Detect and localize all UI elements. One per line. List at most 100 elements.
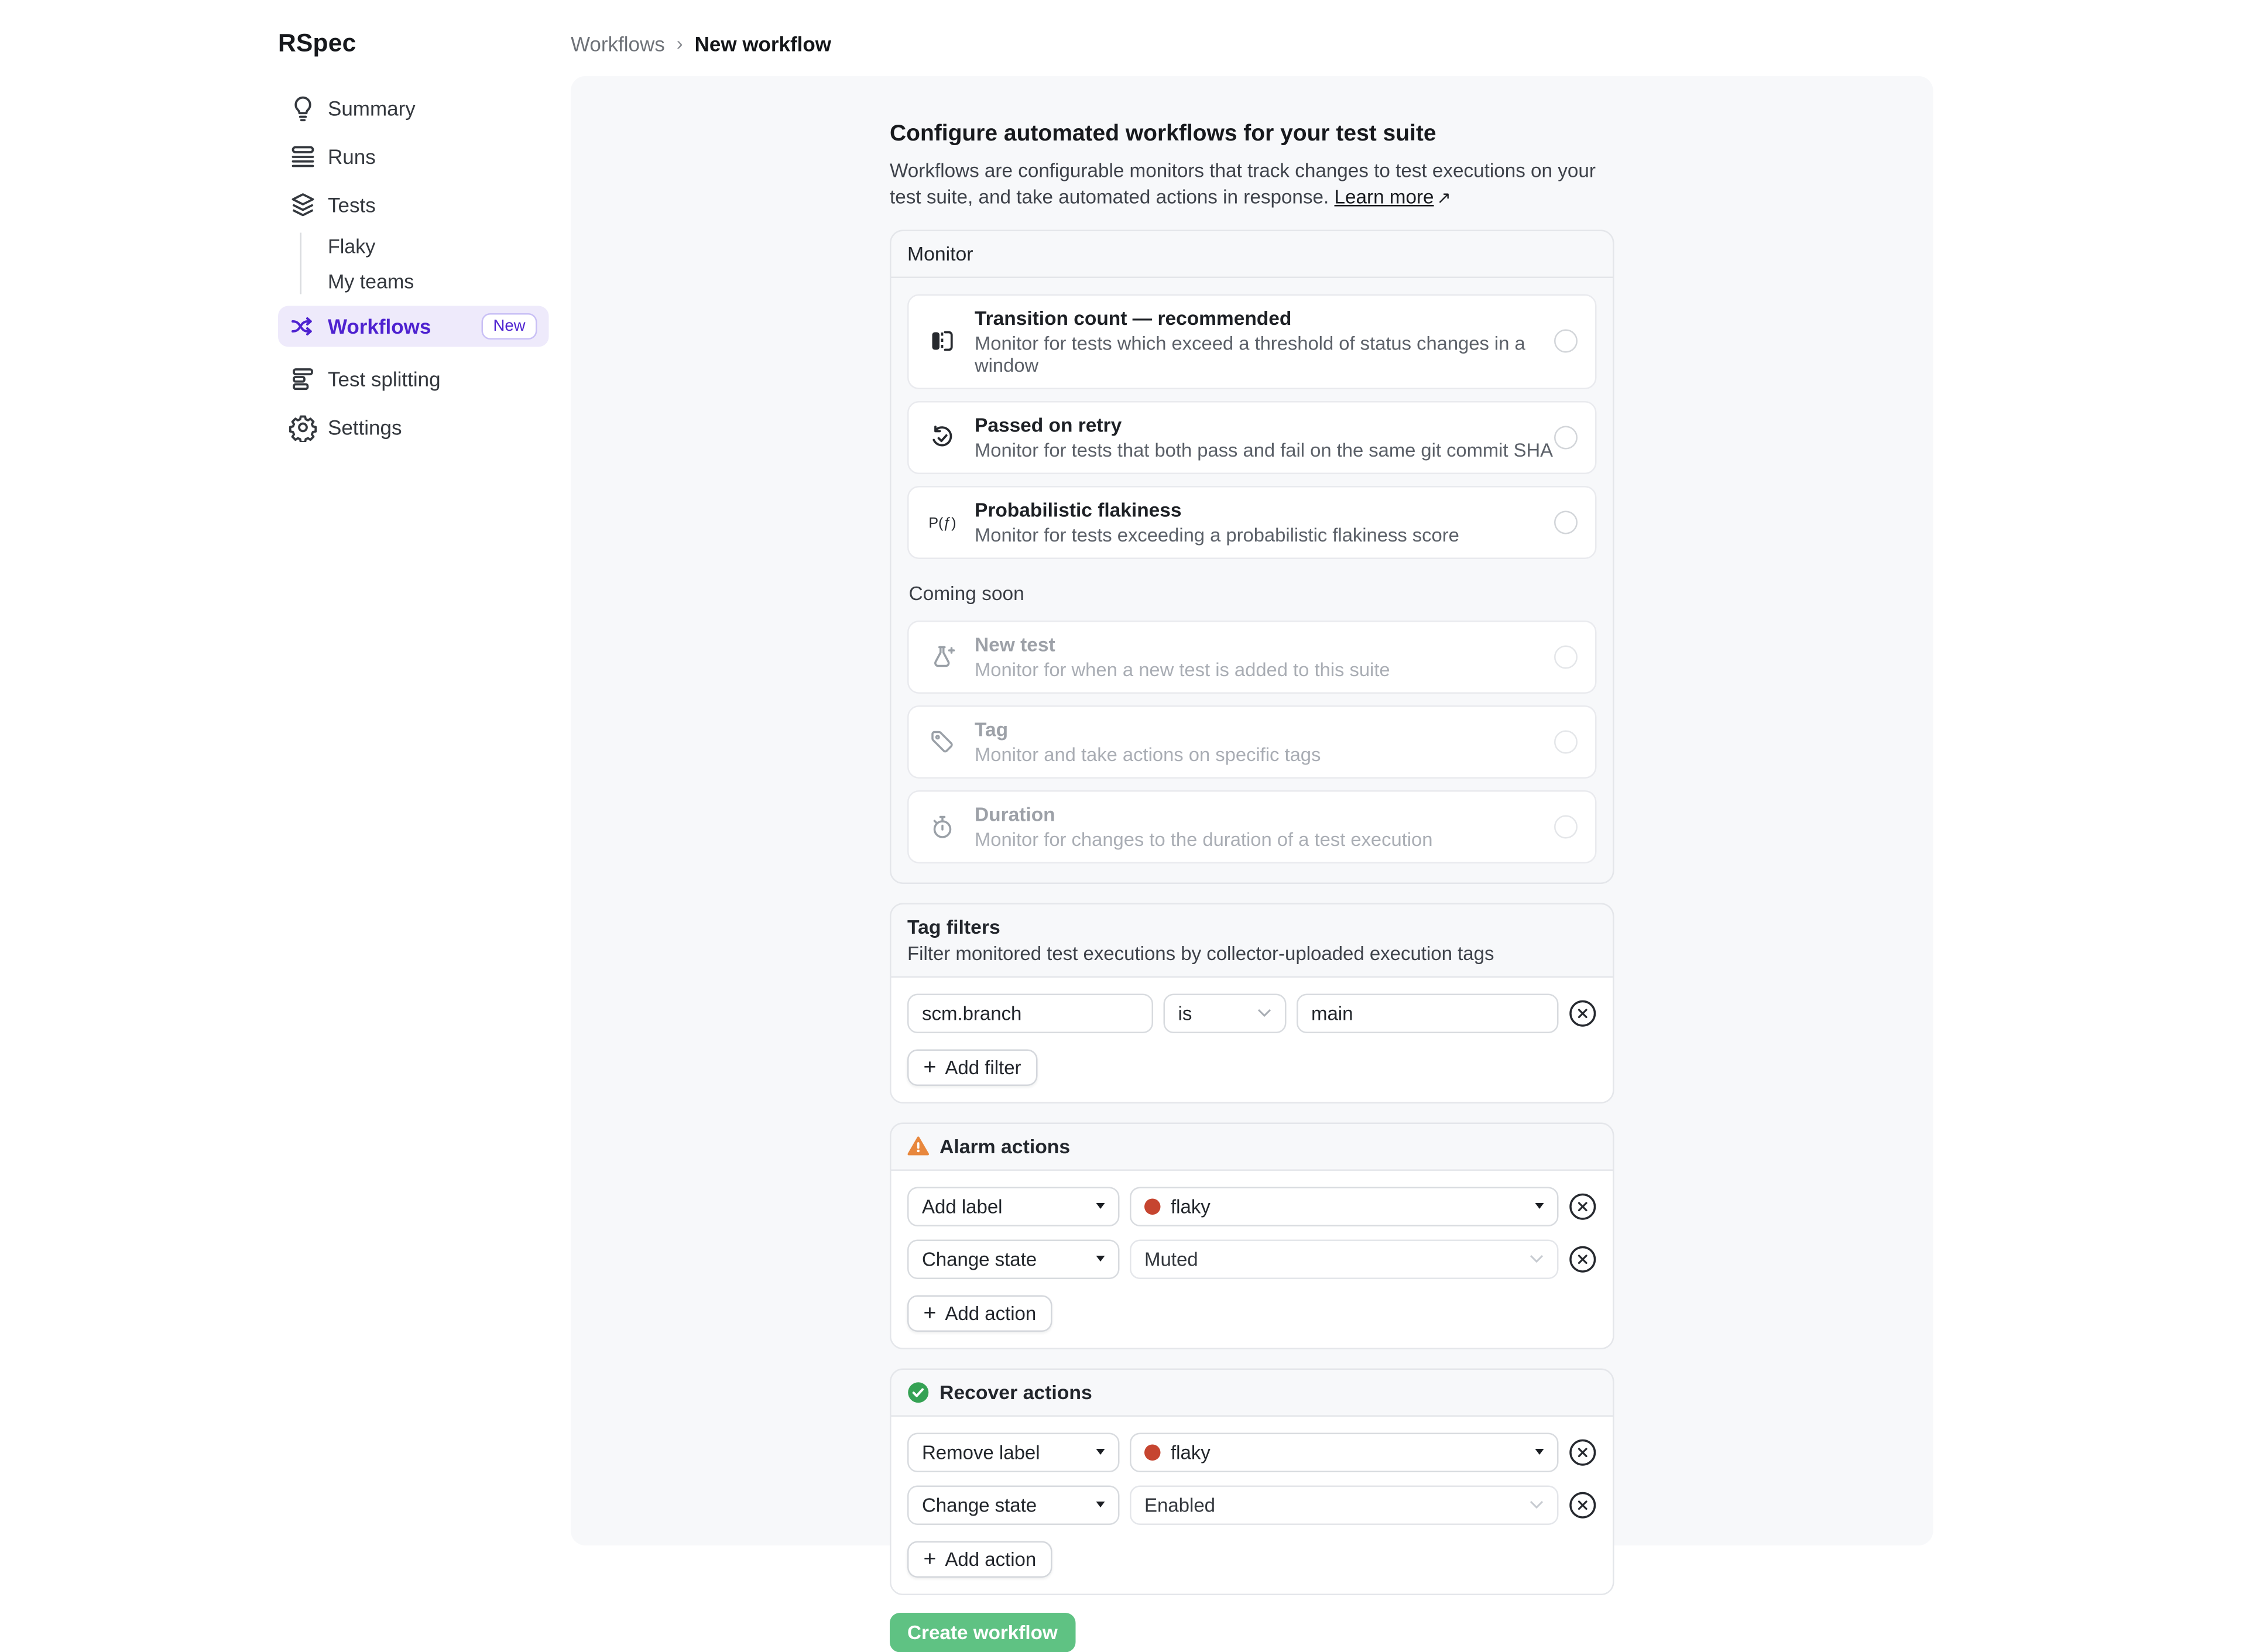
sidebar-item-settings[interactable]: Settings xyxy=(278,403,549,451)
action-type-value: Change state xyxy=(922,1248,1037,1270)
subnav-rail xyxy=(300,232,301,294)
duration-radio xyxy=(1554,815,1578,839)
recover-actions-section: Recover actions Remove label flaky xyxy=(890,1368,1614,1595)
breadcrumb: Workflows › New workflow xyxy=(571,31,1933,56)
learn-more-link[interactable]: Learn more xyxy=(1334,185,1434,208)
add-recover-action-button[interactable]: + Add action xyxy=(907,1541,1052,1578)
new-test-radio xyxy=(1554,645,1578,669)
remove-action-button[interactable] xyxy=(1569,1491,1597,1519)
recover-action-row: Change state Enabled xyxy=(907,1485,1597,1525)
monitor-option-transition-count[interactable]: Transition count — recommended Monitor f… xyxy=(907,294,1597,389)
monitor-option-title: Probabilistic flakiness xyxy=(975,499,1182,521)
remove-action-button[interactable] xyxy=(1569,1245,1597,1273)
transition-count-icon xyxy=(927,327,959,357)
probabilistic-flakiness-radio[interactable] xyxy=(1554,510,1578,534)
recover-state-select: Enabled xyxy=(1130,1485,1559,1525)
add-action-label: Add action xyxy=(945,1302,1037,1325)
sidebar-item-label: Workflows xyxy=(328,314,431,338)
filter-operator-select[interactable]: is xyxy=(1163,993,1287,1033)
lightbulb-icon xyxy=(289,93,318,122)
alarm-action-type-select[interactable]: Change state xyxy=(907,1239,1120,1279)
add-alarm-action-button[interactable]: + Add action xyxy=(907,1295,1052,1332)
monitor-option-description: Monitor for changes to the duration of a… xyxy=(975,828,1433,851)
monitor-option-description: Monitor for tests that both pass and fai… xyxy=(975,438,1553,461)
recover-action-row: Remove label flaky xyxy=(907,1432,1597,1472)
sidebar-item-workflows[interactable]: Workflows New xyxy=(278,306,549,347)
tag-filters-title: Tag filters xyxy=(907,916,1000,938)
filter-key-input[interactable] xyxy=(907,993,1153,1033)
recover-action-type-select[interactable]: Change state xyxy=(907,1485,1120,1525)
add-action-label: Add action xyxy=(945,1548,1037,1571)
workflow-form-panel: Configure automated workflows for your t… xyxy=(571,76,1933,1652)
alarm-actions-section: Alarm actions Add label flaky xyxy=(890,1122,1614,1349)
new-badge: New xyxy=(481,313,537,340)
remove-action-button[interactable] xyxy=(1569,1192,1597,1221)
filter-value-input[interactable] xyxy=(1297,993,1559,1033)
recover-label-select[interactable]: flaky xyxy=(1130,1432,1559,1472)
main-content: Workflows › New workflow Configure autom… xyxy=(571,0,1933,1652)
tests-subnav: Flaky My teams xyxy=(278,228,549,299)
svg-text:P(ƒ): P(ƒ) xyxy=(928,515,956,531)
tag-filters-header: Tag filters Filter monitored test execut… xyxy=(891,904,1613,978)
coming-soon-label: Coming soon xyxy=(908,582,1024,605)
sidebar-item-test-splitting[interactable]: Test splitting xyxy=(278,354,549,403)
label-value: flaky xyxy=(1171,1441,1211,1464)
monitor-option-probabilistic-flakiness[interactable]: P(ƒ) Probabilistic flakiness Monitor for… xyxy=(907,485,1597,559)
monitor-option-description: Monitor for tests which exceed a thresho… xyxy=(975,332,1525,376)
filter-operator-value: is xyxy=(1178,1002,1192,1024)
page: RSpec Summary xyxy=(278,0,1933,1652)
new-test-icon xyxy=(927,642,959,671)
chevron-down-icon xyxy=(1530,1501,1544,1510)
create-workflow-button[interactable]: Create workflow xyxy=(890,1612,1075,1652)
sidebar-item-summary[interactable]: Summary xyxy=(278,84,549,132)
tag-filters-section: Tag filters Filter monitored test execut… xyxy=(890,903,1614,1103)
label-color-dot xyxy=(1144,1198,1161,1215)
state-value: Enabled xyxy=(1144,1494,1216,1516)
suite-title: RSpec xyxy=(278,29,356,57)
label-value: flaky xyxy=(1171,1195,1211,1218)
remove-filter-button[interactable] xyxy=(1569,999,1597,1027)
alarm-action-type-select[interactable]: Add label xyxy=(907,1187,1120,1226)
monitor-section-title: Monitor xyxy=(907,242,973,265)
gear-icon xyxy=(289,412,318,441)
action-type-value: Change state xyxy=(922,1494,1037,1516)
action-type-value: Add label xyxy=(922,1195,1003,1218)
sidebar-item-label: Tests xyxy=(328,192,376,216)
recover-action-type-select[interactable]: Remove label xyxy=(907,1432,1120,1472)
sidebar-item-my-teams[interactable]: My teams xyxy=(328,263,549,299)
alarm-state-select: Muted xyxy=(1130,1239,1559,1279)
chevron-down-icon xyxy=(1530,1255,1544,1264)
remove-action-button[interactable] xyxy=(1569,1438,1597,1466)
sidebar-nav: Summary Runs xyxy=(278,84,549,451)
shuffle-icon xyxy=(289,312,318,341)
tag-filter-row: is xyxy=(907,993,1597,1033)
sidebar-item-flaky[interactable]: Flaky xyxy=(328,228,549,263)
passed-on-retry-icon xyxy=(927,423,959,452)
tag-icon xyxy=(927,727,959,756)
plus-icon: + xyxy=(923,1055,937,1080)
caret-down-icon xyxy=(1096,1502,1105,1509)
monitor-option-passed-on-retry[interactable]: Passed on retry Monitor for tests that b… xyxy=(907,400,1597,474)
sidebar-item-runs[interactable]: Runs xyxy=(278,132,549,180)
monitor-option-title: Tag xyxy=(975,718,1009,741)
add-filter-button[interactable]: + Add filter xyxy=(907,1049,1038,1086)
external-link-icon: ↗ xyxy=(1436,190,1451,208)
caret-down-icon xyxy=(1096,1204,1105,1210)
caret-down-icon xyxy=(1535,1204,1544,1210)
sidebar-item-tests[interactable]: Tests xyxy=(278,180,549,229)
transition-count-radio[interactable] xyxy=(1554,330,1578,354)
monitor-option-title: Transition count — recommended xyxy=(975,307,1292,330)
page-title: Configure automated workflows for your t… xyxy=(890,121,1436,147)
sidebar: RSpec Summary xyxy=(278,29,549,451)
alarm-label-select[interactable]: flaky xyxy=(1130,1187,1559,1226)
monitor-option-title: Passed on retry xyxy=(975,414,1122,436)
passed-on-retry-radio[interactable] xyxy=(1554,426,1578,450)
layers-icon xyxy=(289,190,318,219)
monitor-options-list: Transition count — recommended Monitor f… xyxy=(892,278,1613,883)
sidebar-item-label: Settings xyxy=(328,414,402,438)
monitor-option-new-test: New test Monitor for when a new test is … xyxy=(907,620,1597,694)
breadcrumb-workflows-link[interactable]: Workflows xyxy=(571,31,665,55)
tag-radio xyxy=(1554,730,1578,754)
tag-filters-subtitle: Filter monitored test executions by coll… xyxy=(907,942,1494,965)
monitor-option-description: Monitor and take actions on specific tag… xyxy=(975,743,1321,766)
